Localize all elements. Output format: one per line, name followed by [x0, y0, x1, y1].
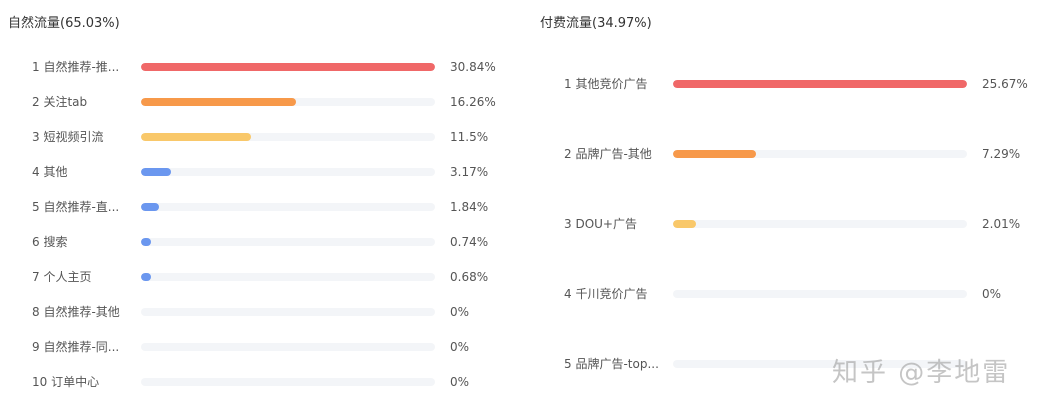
- bar-row: 5 品牌广告-top...: [520, 354, 1059, 374]
- bar-track: [673, 80, 967, 88]
- category-label: 10 订单中心: [32, 375, 100, 389]
- bar-track: [141, 98, 435, 106]
- category-label: 1 自然推荐-推...: [32, 60, 120, 74]
- value-label: 16.26%: [450, 95, 496, 109]
- bar-track: [141, 378, 435, 386]
- bar-row: 2 关注tab 16.26%: [0, 92, 520, 112]
- paid-traffic-title: 付费流量(34.97%): [540, 16, 652, 31]
- bar-row: 3 DOU+广告 2.01%: [520, 214, 1059, 234]
- bar-track: [141, 63, 435, 71]
- category-label: 2 品牌广告-其他: [564, 147, 652, 161]
- bar-fill: [141, 238, 151, 246]
- value-label: 30.84%: [450, 60, 496, 74]
- bar-row: 7 个人主页 0.68%: [0, 267, 520, 287]
- bar-track: [141, 133, 435, 141]
- bar-track: [673, 220, 967, 228]
- bar-row: 6 搜索 0.74%: [0, 232, 520, 252]
- bar-fill: [141, 98, 296, 106]
- bar-row: 2 品牌广告-其他 7.29%: [520, 144, 1059, 164]
- bar-row: 5 自然推荐-直... 1.84%: [0, 197, 520, 217]
- bar-row: 4 千川竞价广告 0%: [520, 284, 1059, 304]
- value-label: 0%: [982, 287, 1002, 301]
- category-label: 3 DOU+广告: [564, 217, 637, 231]
- bar-row: 8 自然推荐-其他 0%: [0, 302, 520, 322]
- bar-fill: [673, 220, 697, 228]
- value-label: 1.84%: [450, 200, 489, 214]
- category-label: 8 自然推荐-其他: [32, 305, 120, 319]
- bar-row: 10 订单中心 0%: [0, 372, 520, 392]
- value-label: 25.67%: [982, 77, 1028, 91]
- bar-fill: [141, 63, 435, 71]
- bar-track: [673, 290, 967, 298]
- category-label: 7 个人主页: [32, 270, 92, 284]
- category-label: 5 自然推荐-直...: [32, 200, 120, 214]
- value-label: 3.17%: [450, 165, 489, 179]
- category-label: 4 其他: [32, 165, 68, 179]
- bar-fill: [141, 273, 151, 281]
- bar-row: 9 自然推荐-同... 0%: [0, 337, 520, 357]
- bar-fill: [141, 168, 172, 176]
- bar-track: [141, 203, 435, 211]
- bar-track: [141, 343, 435, 351]
- watermark: 知乎 @李地雷: [832, 358, 1011, 388]
- bar-track: [141, 308, 435, 316]
- bar-track: [673, 360, 967, 368]
- category-label: 4 千川竞价广告: [564, 287, 648, 301]
- bar-track: [141, 273, 435, 281]
- bar-row: 1 其他竞价广告 25.67%: [520, 74, 1059, 94]
- bar-fill: [141, 203, 159, 211]
- value-label: 0.74%: [450, 235, 489, 249]
- category-label: 3 短视频引流: [32, 130, 104, 144]
- organic-traffic-title: 自然流量(65.03%): [8, 16, 120, 31]
- organic-traffic-panel: 自然流量(65.03%) 1 自然推荐-推... 30.84% 2 关注tab 16.…: [0, 0, 520, 414]
- bar-fill: [673, 80, 967, 88]
- value-label: 0%: [450, 375, 470, 389]
- category-label: 2 关注tab: [32, 95, 88, 109]
- value-label: 7.29%: [982, 147, 1021, 161]
- bar-track: [141, 238, 435, 246]
- category-label: 5 品牌广告-top...: [564, 357, 659, 371]
- value-label: 2.01%: [982, 217, 1021, 231]
- bar-fill: [141, 133, 251, 141]
- category-label: 6 搜索: [32, 235, 68, 249]
- bar-track: [141, 168, 435, 176]
- bar-track: [673, 150, 967, 158]
- paid-traffic-panel: 付费流量(34.97%) 1 其他竞价广告 25.67% 2 品牌广告-其他 7.29…: [520, 0, 1059, 414]
- bar-fill: [673, 150, 757, 158]
- bar-row: 3 短视频引流 11.5%: [0, 127, 520, 147]
- value-label: 0%: [450, 340, 470, 354]
- value-label: 0%: [450, 305, 470, 319]
- bar-row: 4 其他 3.17%: [0, 162, 520, 182]
- category-label: 1 其他竞价广告: [564, 77, 648, 91]
- category-label: 9 自然推荐-同...: [32, 340, 120, 354]
- value-label: 11.5%: [450, 130, 489, 144]
- bar-row: 1 自然推荐-推... 30.84%: [0, 57, 520, 77]
- value-label: 0.68%: [450, 270, 489, 284]
